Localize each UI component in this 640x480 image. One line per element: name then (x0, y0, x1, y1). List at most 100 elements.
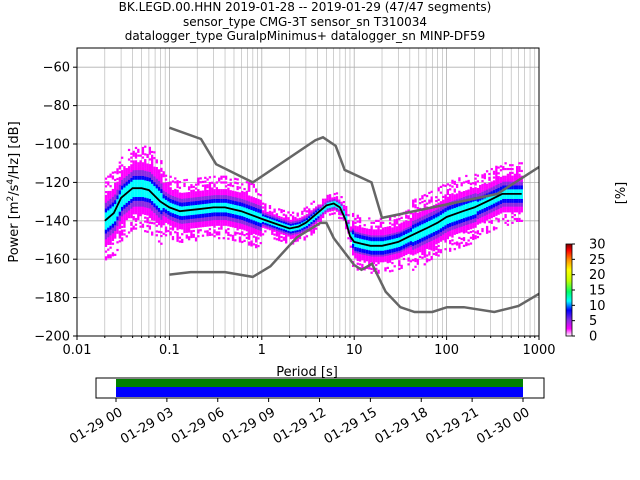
psd-bin (458, 244, 461, 247)
psd-bin (204, 218, 207, 222)
psd-bin (442, 236, 445, 239)
psd-bin (261, 202, 265, 205)
psd-bin (171, 211, 175, 214)
psd-bin (432, 226, 436, 229)
psd-bin (384, 246, 387, 249)
psd-bin (492, 189, 496, 193)
psd-bin (368, 248, 371, 251)
psd-bin (465, 228, 468, 231)
psd-bin (428, 245, 431, 248)
psd-bin (231, 202, 235, 205)
psd-bin (449, 207, 452, 210)
psd-bin (315, 219, 318, 223)
psd-bin (132, 164, 135, 167)
psd-bin (252, 212, 255, 215)
psd-bin (409, 248, 413, 251)
psd-bin (439, 226, 443, 229)
psd-bin (238, 224, 242, 228)
psd-bin (185, 236, 188, 239)
psd-bin (460, 230, 463, 233)
psd-bin (312, 208, 316, 211)
psd-bin (368, 228, 371, 232)
psd-bin (388, 241, 392, 244)
psd-bin (474, 198, 477, 201)
psd-bin (224, 231, 228, 234)
psd-bin (148, 225, 152, 228)
psd-bin (259, 226, 262, 229)
psd-bin (176, 220, 179, 223)
timeline-tick-label: 01-29 18 (373, 405, 431, 447)
psd-bin (169, 196, 172, 199)
psd-bin (259, 218, 262, 222)
psd-bin (372, 240, 376, 244)
psd-bin (402, 248, 406, 251)
psd-bin (421, 233, 424, 236)
psd-bin (139, 181, 142, 184)
psd-bin (372, 250, 376, 253)
psd-bin (365, 255, 369, 258)
psd-bin (107, 194, 110, 197)
psd-bin (109, 242, 112, 245)
psd-bin (412, 201, 415, 204)
psd-bin (386, 261, 389, 264)
y-tick-label: −180 (34, 291, 70, 306)
psd-bin (504, 210, 507, 213)
psd-bin (511, 189, 514, 192)
psd-bin (222, 237, 225, 240)
psd-bin (187, 205, 191, 208)
timeline-tick-label: 01-29 06 (169, 405, 227, 447)
psd-bin (204, 205, 207, 208)
psd-bin (358, 232, 362, 235)
psd-bin (220, 227, 223, 230)
psd-bin (506, 219, 510, 222)
psd-bin (310, 212, 313, 215)
psd-bin (181, 192, 184, 195)
psd-bin (218, 202, 221, 205)
psd-bin (206, 218, 209, 221)
psd-bin (176, 239, 179, 242)
psd-bin (125, 183, 128, 186)
psd-bin (291, 221, 295, 224)
psd-bin (358, 228, 362, 231)
psd-bin (104, 221, 108, 224)
psd-bin (144, 160, 147, 164)
psd-bin (104, 229, 108, 232)
psd-bin (391, 240, 394, 244)
psd-bin (414, 200, 417, 203)
psd-bin (402, 257, 406, 261)
psd-bin (432, 229, 436, 233)
psd-bin (160, 190, 163, 194)
psd-bin (345, 227, 348, 230)
psd-bin (257, 202, 260, 205)
psd-bin (227, 214, 230, 217)
psd-bin (220, 214, 223, 217)
psd-bin (428, 201, 431, 204)
psd-bin (423, 203, 426, 206)
timeline-tick-label: 01-29 00 (67, 405, 125, 447)
psd-bin (213, 200, 216, 203)
psd-bin (190, 184, 193, 187)
psd-bin (181, 223, 184, 226)
psd-bin (425, 229, 429, 232)
psd-bin (141, 166, 145, 169)
psd-bin (139, 162, 142, 165)
psd-bin (458, 192, 461, 195)
psd-bin (151, 162, 154, 165)
psd-bin (151, 189, 154, 192)
psd-bin (386, 247, 389, 250)
psd-bin (358, 224, 362, 228)
psd-bin (187, 199, 191, 202)
psd-bin (114, 217, 117, 220)
psd-bin (294, 222, 297, 225)
psd-bin (361, 246, 364, 249)
psd-bin (146, 199, 149, 203)
psd-bin (224, 219, 228, 222)
psd-bin (388, 216, 392, 219)
psd-bin (268, 212, 272, 215)
x-axis-ticks: 0.01 0.1 1 10 100 1000 (63, 336, 556, 358)
psd-bin (312, 210, 316, 213)
psd-bin (160, 162, 163, 165)
psd-bin (130, 185, 133, 188)
psd-bin (368, 230, 371, 234)
psd-bin (134, 212, 138, 215)
